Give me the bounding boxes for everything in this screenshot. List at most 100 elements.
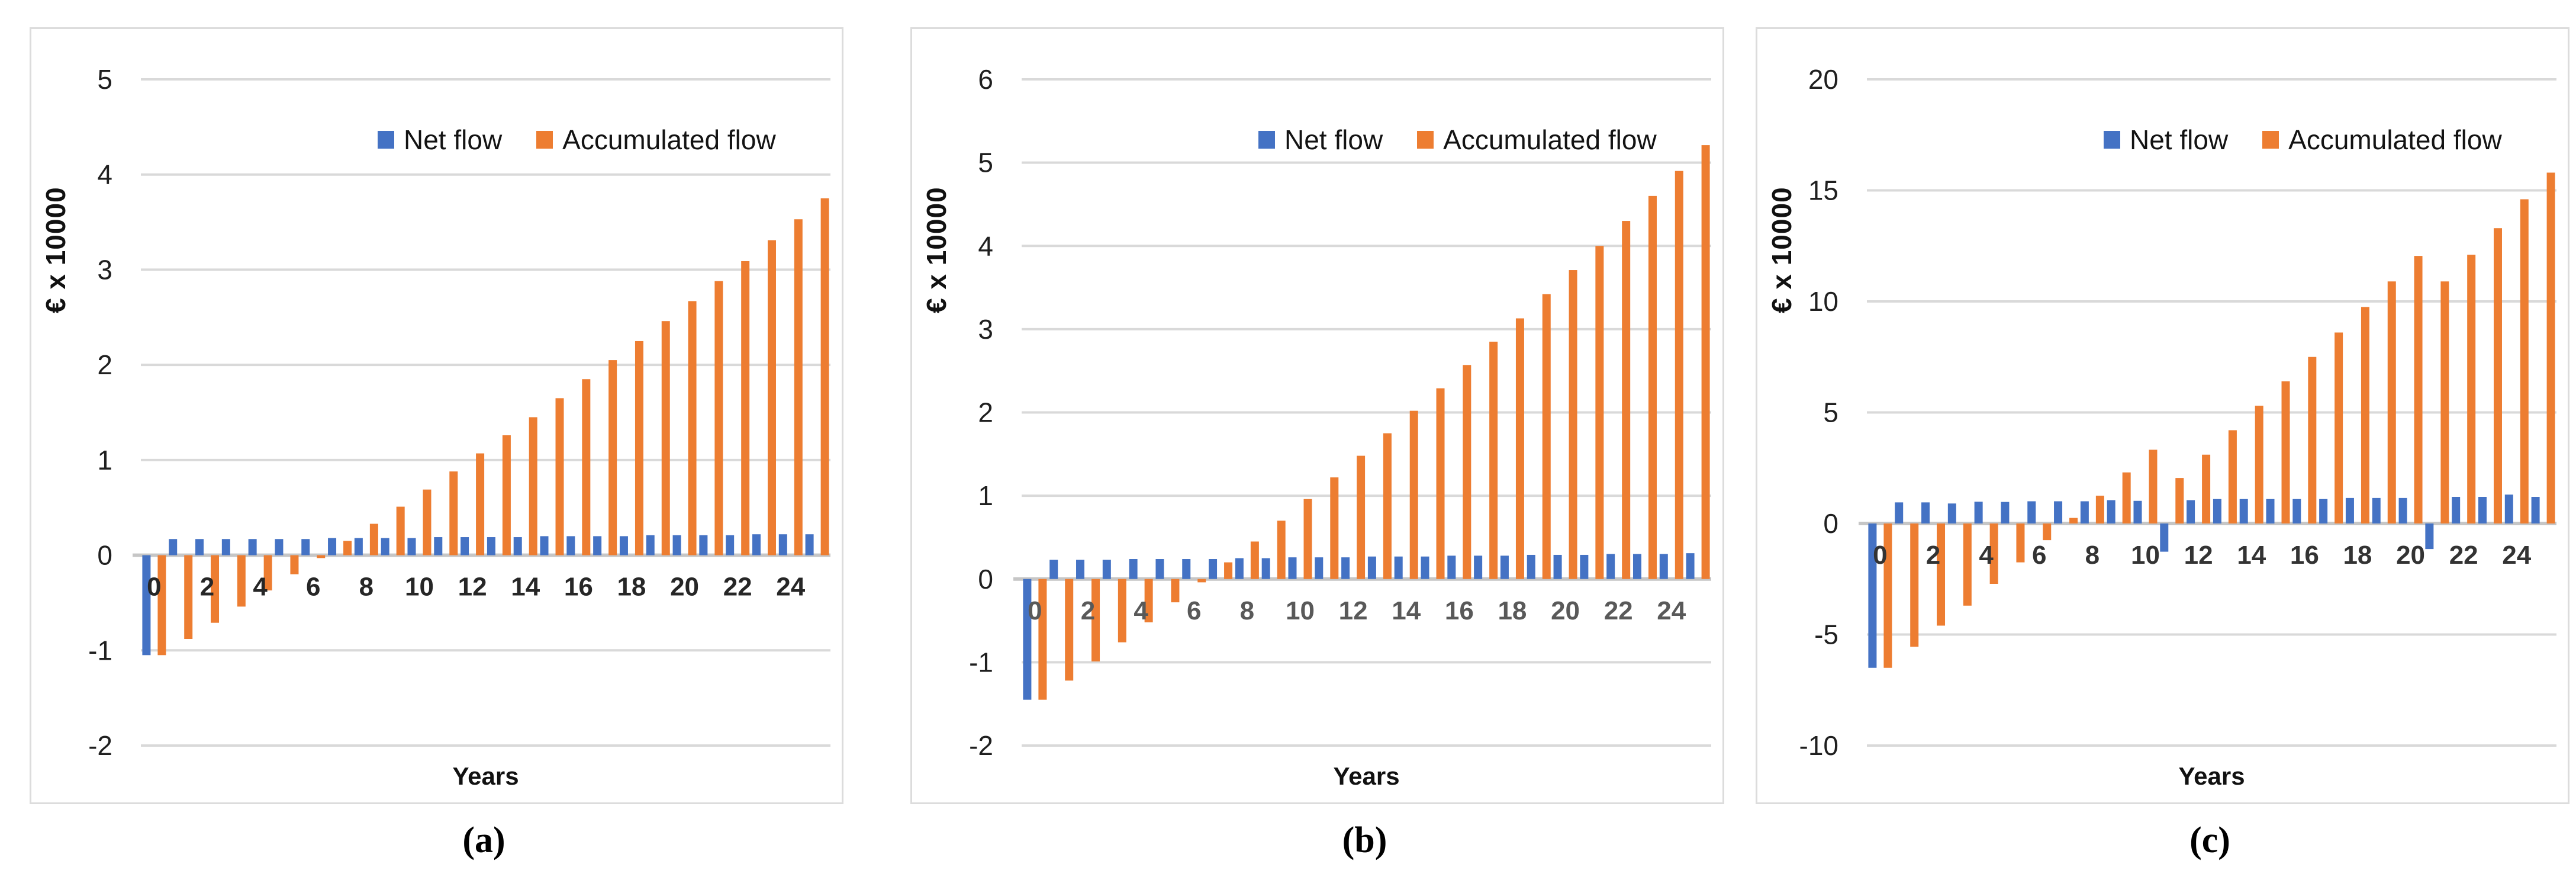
accumulated-flow-bar [767,240,776,555]
accumulated-flow-bar [1330,477,1339,579]
legend-item-net-flow: Net flow [2104,124,2228,156]
net-flow-bar [1235,558,1244,579]
net-flow-bar [1947,503,1956,523]
net-flow-bar [2133,500,2142,523]
accumulated-flow-bar [1383,433,1392,579]
chart-caption-b: (b) [1342,820,1387,860]
legend-label-accumulated-flow: Accumulated flow [2288,124,2502,155]
accumulated-flow-bar [635,341,643,555]
accumulated-flow-bar [1091,579,1100,661]
x-tick-label: 2 [1926,541,1940,570]
net-flow-swatch-icon [378,131,394,149]
accumulated-flow-bar [1436,388,1445,579]
x-tick-label: 20 [670,573,699,602]
y-tick-label: 20 [1808,64,1838,95]
accumulated-flow-bar [1357,455,1366,579]
accumulated-flow-bar [1963,523,1972,606]
chart-caption-c: (c) [2189,820,2230,860]
y-tick-label: -5 [1814,619,1838,650]
accumulated-flow-bar [2387,281,2396,523]
y-tick-label: 0 [97,540,112,571]
y-tick-label: -10 [1799,730,1838,761]
net-flow-bar [275,539,284,555]
accumulated-flow-bar [237,555,246,607]
accumulated-flow-bar [2069,518,2078,523]
net-flow-bar [1129,559,1138,579]
net-flow-bar [2054,501,2063,523]
accumulated-flow-bar [741,261,750,555]
net-flow-bar [2187,500,2195,523]
legend-item-accumulated-flow: Accumulated flow [2262,124,2502,156]
legend-label-net-flow: Net flow [2130,124,2229,155]
accumulated-flow-bar [449,471,458,555]
accumulated-flow-bar [1701,145,1710,579]
y-axis-title: € x 10000 [40,187,71,313]
accumulated-flow-bar [2043,523,2052,541]
accumulated-flow-bar [714,281,723,555]
accumulated-flow-bar [555,398,564,555]
accumulated-flow-bar [2440,281,2449,523]
accumulated-flow-bar [2334,332,2343,523]
legend-label-net-flow: Net flow [404,124,503,155]
x-tick-label: 20 [1551,596,1580,625]
x-tick-label: 10 [405,573,434,602]
x-tick-label: 14 [511,573,540,602]
y-tick-label: 0 [978,564,993,595]
net-flow-bar [1261,558,1270,579]
net-flow-bar [566,536,575,555]
net-flow-bar [2213,499,2221,523]
net-flow-bar [1527,554,1535,579]
y-tick-label: 5 [978,147,993,178]
y-tick-label: -1 [88,635,112,666]
net-flow-bar [1367,556,1376,579]
net-flow-bar [2319,499,2328,523]
net-flow-bar [1102,560,1111,579]
net-flow-bar [301,539,310,555]
net-flow-bar [2372,497,2381,523]
y-tick-label: -1 [969,647,993,677]
accumulated-flow-bar [582,379,591,555]
accumulated-flow-bar [2016,523,2025,563]
x-tick-label: 4 [1979,541,1994,570]
y-tick-label: 2 [978,397,993,428]
accumulated-flow-bar [1648,195,1657,579]
accumulated-flow-bar [2228,430,2237,523]
x-tick-label: 6 [1187,596,1201,625]
accumulated-flow-bar [1409,410,1418,579]
legend: Net flow Accumulated flow [378,124,776,156]
x-tick-label: 14 [1392,596,1421,625]
accumulated-flow-bar [1224,562,1233,579]
x-axis-title: Years [1333,762,1400,790]
net-flow-bar [1394,556,1403,579]
accumulated-flow-bar [2467,255,2476,523]
x-axis-title: Years [2178,762,2245,790]
net-flow-bar [2107,500,2115,523]
accumulated-flow-bar [290,555,299,574]
net-flow-bar [646,535,655,555]
net-flow-bar [593,536,602,555]
y-tick-label: 4 [978,230,993,261]
legend-label-accumulated-flow: Accumulated flow [562,124,776,155]
net-flow-bar [328,538,337,555]
legend-item-net-flow: Net flow [1258,124,1383,156]
y-tick-label: 3 [97,254,112,285]
accumulated-flow-bar [1910,523,1919,647]
net-flow-bar [778,534,787,555]
accumulated-flow-bar [1171,579,1180,603]
net-flow-bar [752,534,761,555]
legend-label-net-flow: Net flow [1284,124,1383,155]
accumulated-flow-bar [211,555,220,623]
accumulated-flow-bar [1277,521,1286,579]
accumulated-flow-bar [2520,199,2529,523]
accumulated-flow-bar [476,453,485,555]
accumulated-flow-bar [263,555,272,591]
accumulated-flow-bar [396,506,405,555]
chart-panel-a: 5 4 3 2 1 0 -1 -2 0 2 4 6 8 10 12 14 16 18 20 22 24 € x 1000… [30,27,843,804]
x-tick-label: 4 [1134,596,1148,625]
accumulated-flow-bar [369,523,378,555]
accumulated-flow-bar [1065,579,1074,681]
chart-panel-c: 20 15 10 5 0 -5 -10 0 2 4 6 8 10 12 14 16 18 20 22 24 € x 1… [1756,27,2569,804]
net-flow-bar [1341,557,1350,579]
